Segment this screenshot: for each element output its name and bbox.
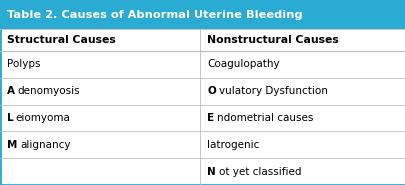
Bar bbox=[0, 131, 405, 158]
Text: alignancy: alignancy bbox=[21, 140, 71, 150]
Bar bbox=[0, 0, 405, 29]
Text: eiomyoma: eiomyoma bbox=[16, 113, 70, 123]
Text: Coagulopathy: Coagulopathy bbox=[207, 59, 279, 69]
Bar bbox=[0, 29, 405, 51]
Text: ndometrial causes: ndometrial causes bbox=[216, 113, 312, 123]
Text: Nonstructural Causes: Nonstructural Causes bbox=[207, 35, 339, 45]
Bar bbox=[0, 51, 405, 78]
Text: Polyps: Polyps bbox=[7, 59, 41, 69]
Text: Structural Causes: Structural Causes bbox=[7, 35, 116, 45]
Bar bbox=[0, 78, 405, 105]
Text: A: A bbox=[7, 86, 15, 96]
Text: O: O bbox=[207, 86, 216, 96]
Text: M: M bbox=[7, 140, 18, 150]
Bar bbox=[0, 158, 405, 185]
Text: L: L bbox=[7, 113, 14, 123]
Text: N: N bbox=[207, 167, 216, 177]
Text: Table 2. Causes of Abnormal Uterine Bleeding: Table 2. Causes of Abnormal Uterine Blee… bbox=[7, 10, 302, 20]
Text: ot yet classified: ot yet classified bbox=[218, 167, 301, 177]
Text: Iatrogenic: Iatrogenic bbox=[207, 140, 259, 150]
Bar bbox=[0, 105, 405, 131]
Text: denomyosis: denomyosis bbox=[17, 86, 80, 96]
Text: E: E bbox=[207, 113, 214, 123]
Text: vulatory Dysfunction: vulatory Dysfunction bbox=[218, 86, 327, 96]
